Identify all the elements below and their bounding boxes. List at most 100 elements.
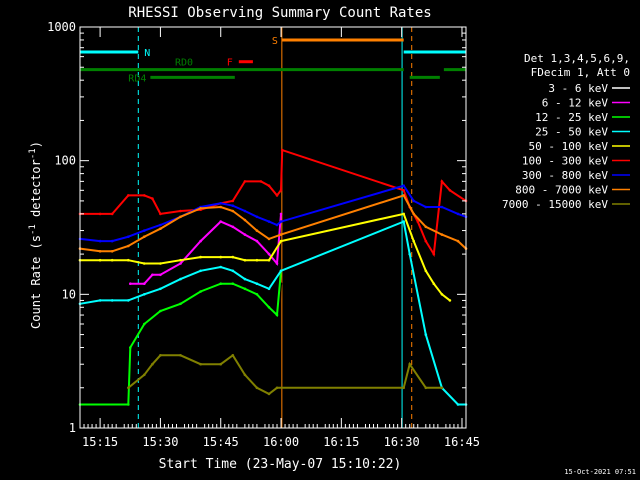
series-6-point-12	[259, 180, 263, 183]
series-2-point-11	[275, 262, 279, 265]
series-9-point-12	[402, 386, 406, 390]
series-8-point-9	[231, 209, 235, 213]
series-1-point-4	[199, 287, 202, 291]
series-5-point-15	[412, 239, 416, 243]
series-9-point-7	[231, 354, 235, 357]
series-5-point-5	[159, 262, 162, 265]
series-5-point-7	[199, 255, 202, 259]
legend-label-4: 25 - 50 keV	[535, 126, 608, 139]
series-line-3	[80, 270, 282, 406]
series-9-point-14	[424, 386, 428, 390]
series-4-point-3	[127, 299, 130, 302]
series-2-point-3	[159, 273, 162, 277]
series-9-point-4	[179, 354, 182, 357]
footer-timestamp: 15-Oct-2021 07:51	[564, 468, 636, 476]
series-6-point-10	[231, 199, 235, 203]
series-5-point-13	[279, 239, 283, 243]
series-8-point-15	[412, 212, 416, 216]
series-5-point-14	[402, 212, 406, 216]
series-8-point-18	[456, 239, 460, 243]
series-line-8	[79, 194, 467, 253]
series-2-point-4	[179, 262, 182, 265]
series-5-point-12	[267, 258, 271, 262]
series-5-point-16	[424, 269, 428, 273]
series-4-point-15	[408, 252, 412, 256]
legend-label-6: 100 - 300 keV	[522, 155, 608, 168]
series-5-point-17	[432, 282, 436, 286]
series-9-point-2	[151, 362, 154, 366]
series-1-point-5	[219, 277, 222, 281]
series-7-point-12	[267, 220, 271, 223]
y-tick-label: 1000	[47, 20, 76, 34]
series-6-point-21	[432, 252, 436, 256]
series-8-point-17	[440, 233, 444, 236]
series-7-point-2	[110, 239, 114, 243]
series-8-point-11	[255, 229, 259, 232]
series-3-point-12	[275, 313, 279, 317]
series-3-point-6	[199, 290, 202, 293]
series-4-point-10	[243, 277, 247, 281]
series-7-point-5	[159, 223, 162, 227]
series-6-point-15	[279, 189, 283, 192]
series-line-1	[129, 269, 282, 376]
series-8-point-6	[179, 215, 182, 219]
series-4-point-4	[143, 293, 146, 296]
series-4-point-6	[179, 277, 182, 281]
flag-label-f: F	[227, 58, 233, 69]
series-2-point-5	[199, 239, 202, 243]
series-3-point-3	[143, 322, 146, 326]
series-8-point-2	[110, 250, 114, 253]
series-5-point-9	[231, 255, 235, 259]
series-2-point-2	[151, 273, 154, 277]
series-4-point-9	[231, 269, 235, 273]
chart-title: RHESSI Observing Summary Count Rates	[128, 5, 431, 21]
series-8-point-1	[98, 250, 102, 253]
series-7-point-11	[255, 215, 259, 219]
series-7-point-4	[143, 229, 146, 232]
flag-label-n: N	[144, 48, 150, 59]
series-3-point-4	[159, 309, 162, 313]
legend-label-8: 800 - 7000 keV	[515, 184, 608, 197]
series-line-5	[80, 212, 451, 302]
legend-label-9: 7000 - 15000 keV	[502, 198, 608, 211]
series-8-point-10	[243, 218, 247, 222]
series-2-point-7	[231, 225, 235, 229]
series-7-point-1	[98, 239, 102, 243]
series-9-point-5	[199, 362, 202, 366]
series-7-point-10	[243, 209, 247, 213]
legend-label-3: 12 - 25 keV	[535, 111, 608, 124]
legend-header-1: Det 1,3,4,5,6,9,	[524, 52, 630, 65]
series-9-point-0	[127, 386, 130, 390]
series-7-point-18	[440, 205, 444, 209]
series-8-point-16	[424, 225, 428, 229]
series-7-point-13	[275, 223, 279, 227]
y-tick-label: 10	[62, 287, 76, 301]
series-4-point-2	[110, 299, 114, 302]
series-6-point-11	[243, 180, 247, 183]
series-1-point-1	[143, 346, 146, 349]
series-4-point-8	[219, 265, 222, 269]
series-1-point-9	[267, 322, 271, 326]
series-6-point-1	[98, 212, 102, 216]
series-9-point-3	[159, 354, 162, 357]
series-1-point-8	[255, 299, 259, 302]
series-9-point-11	[275, 386, 279, 390]
series-4-point-18	[456, 403, 460, 406]
series-9-point-6	[219, 362, 222, 366]
series-2-point-0	[129, 282, 132, 286]
series-5-point-8	[219, 255, 222, 259]
series-1-point-2	[159, 322, 162, 326]
series-1-point-7	[243, 282, 247, 286]
y-axis-label: Count Rate (s-1 detector-1)	[28, 141, 43, 329]
series-5-point-10	[243, 258, 247, 262]
series-1-point-3	[179, 306, 182, 309]
series-6-point-3	[127, 194, 130, 197]
x-tick-label: 16:30	[384, 435, 420, 449]
y-tick-label: 100	[54, 154, 76, 168]
series-2-point-9	[255, 239, 259, 243]
series-8-point-14	[402, 194, 406, 197]
series-4-point-16	[424, 333, 428, 336]
series-3-point-11	[267, 306, 271, 309]
series-6-point-16	[280, 148, 284, 152]
